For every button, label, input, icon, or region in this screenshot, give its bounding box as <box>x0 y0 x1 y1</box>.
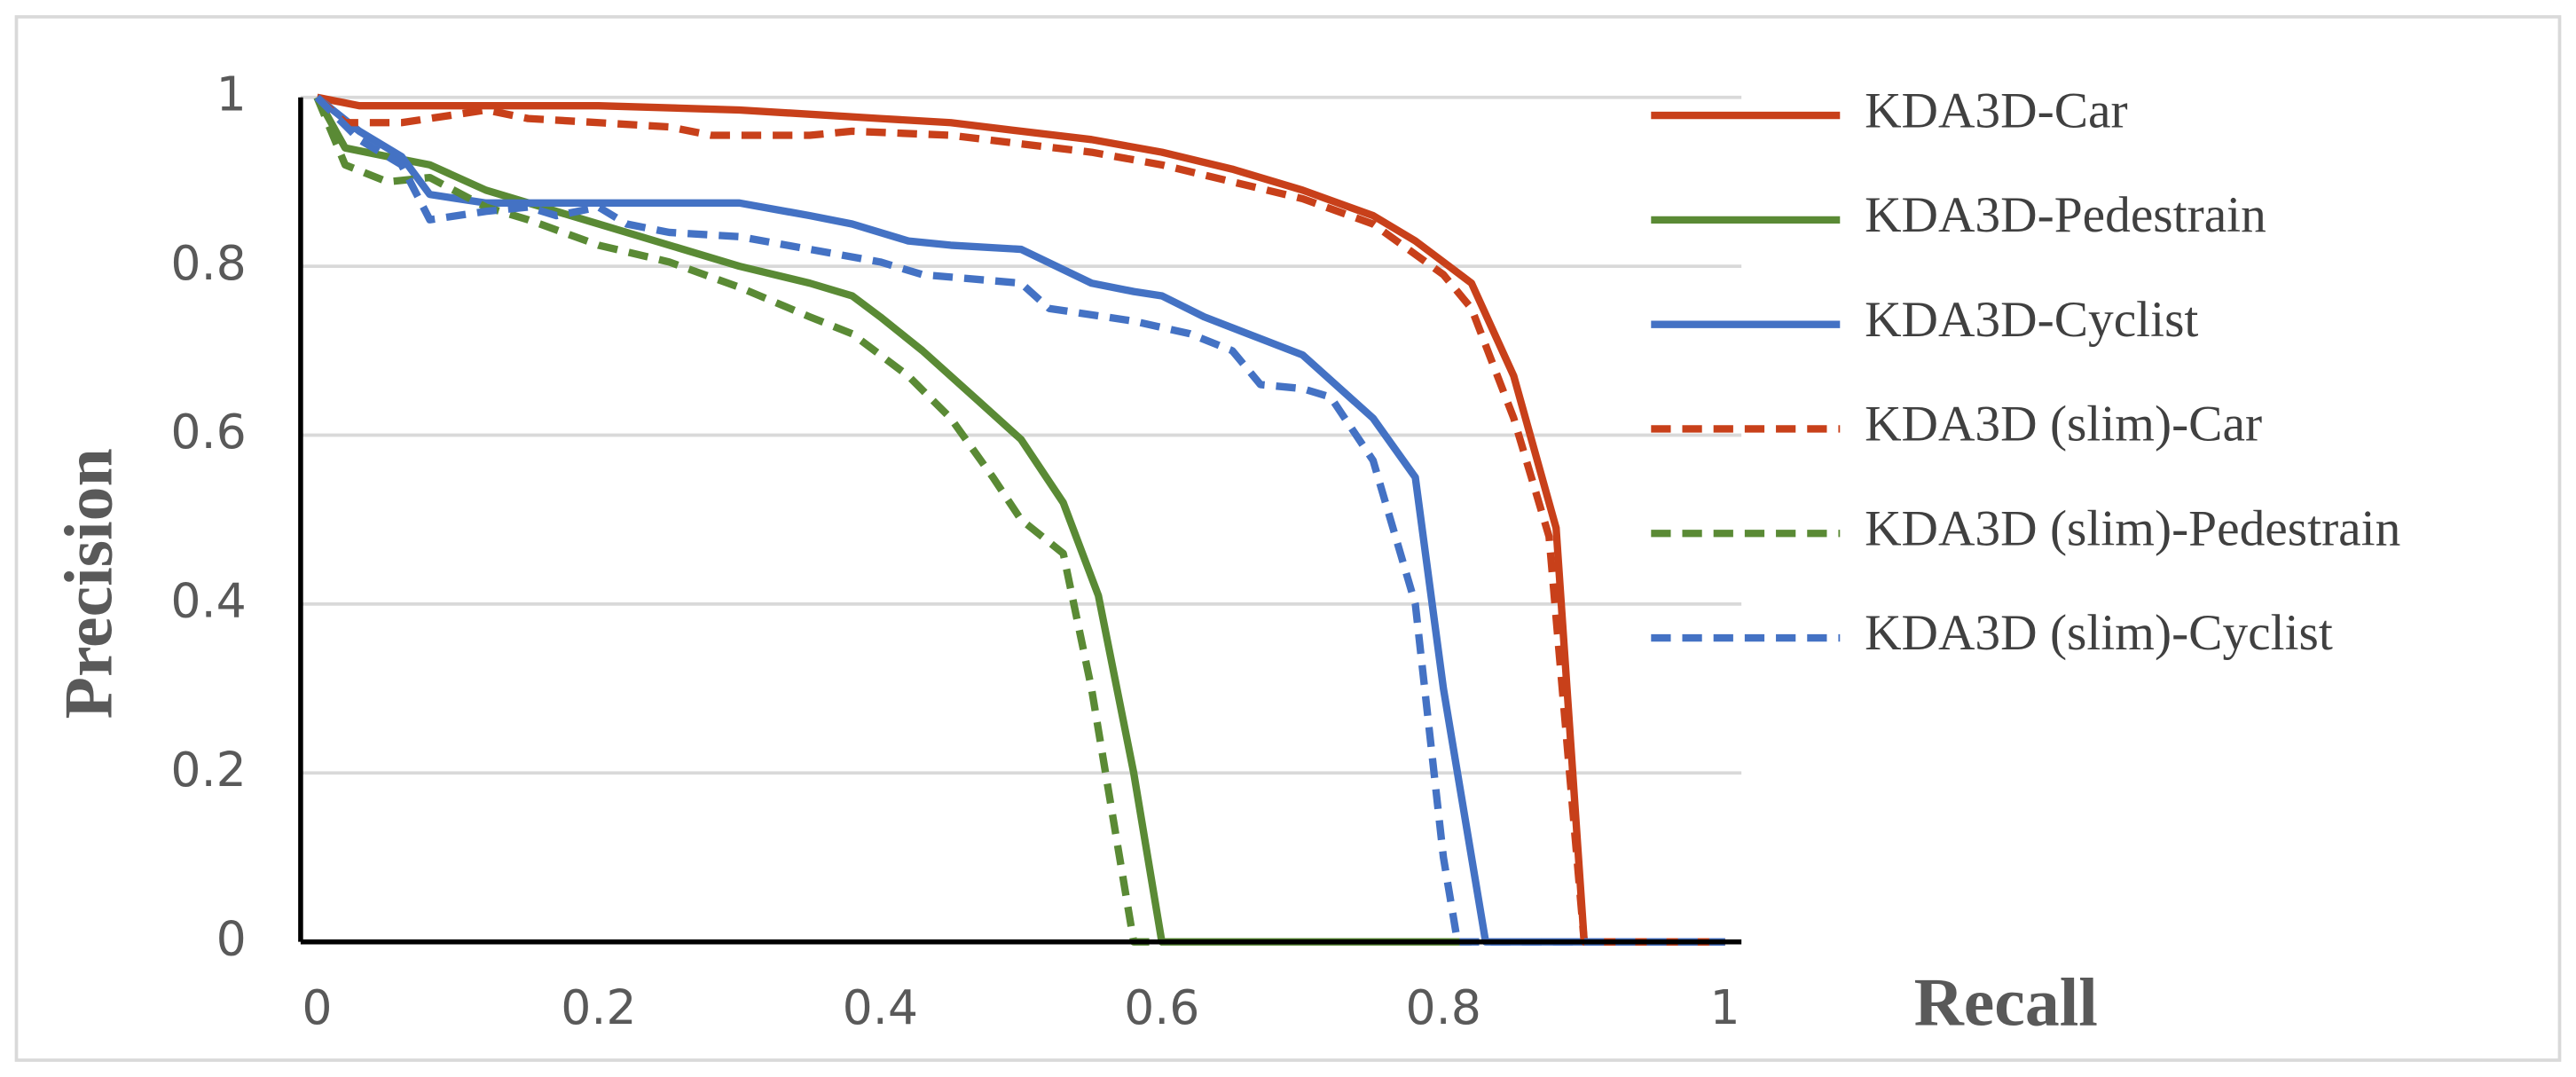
legend-label: KDA3D (slim)-Car <box>1865 397 2262 452</box>
chart-border <box>14 15 2562 1062</box>
y-tick-label: 0 <box>216 910 247 966</box>
legend-label: KDA3D-Car <box>1865 83 2128 138</box>
x-tick-label: 0.6 <box>1124 979 1199 1035</box>
grid: 0 0.2 0.4 0.6 0.8 1 0 0.2 0.4 0.6 0.8 1 <box>170 66 1742 1035</box>
y-tick-label: 0.4 <box>170 573 246 629</box>
legend: KDA3D-Car KDA3D-Pedestrain KDA3D-Cyclist KD… <box>1651 83 2400 661</box>
series-line <box>314 94 1725 946</box>
x-tick-label: 1 <box>1710 979 1740 1035</box>
series-line <box>316 93 1725 946</box>
x-tick-label: 0 <box>302 979 332 1035</box>
legend-label: KDA3D (slim)-Pedestrain <box>1865 500 2400 556</box>
legend-label: KDA3D-Cyclist <box>1865 292 2198 348</box>
x-tick-label: 0.2 <box>561 979 636 1035</box>
x-tick-label: 0.4 <box>843 979 918 1035</box>
y-tick-label: 0.6 <box>170 404 246 460</box>
series-line <box>313 95 1472 946</box>
legend-label: KDA3D-Pedestrain <box>1865 187 2266 243</box>
x-axis-title: Recall <box>1914 963 2098 1040</box>
plot <box>313 93 1725 946</box>
y-tick-label: 0.8 <box>170 235 246 291</box>
series-line <box>314 94 1725 946</box>
x-tick-label: 0.8 <box>1406 979 1481 1035</box>
y-axis-title: Precision <box>50 448 126 719</box>
y-tick-label: 1 <box>216 66 247 122</box>
series-line <box>314 94 1725 946</box>
legend-label: KDA3D (slim)-Cyclist <box>1865 605 2333 661</box>
y-tick-label: 0.2 <box>170 742 246 798</box>
series-line <box>313 96 1162 946</box>
